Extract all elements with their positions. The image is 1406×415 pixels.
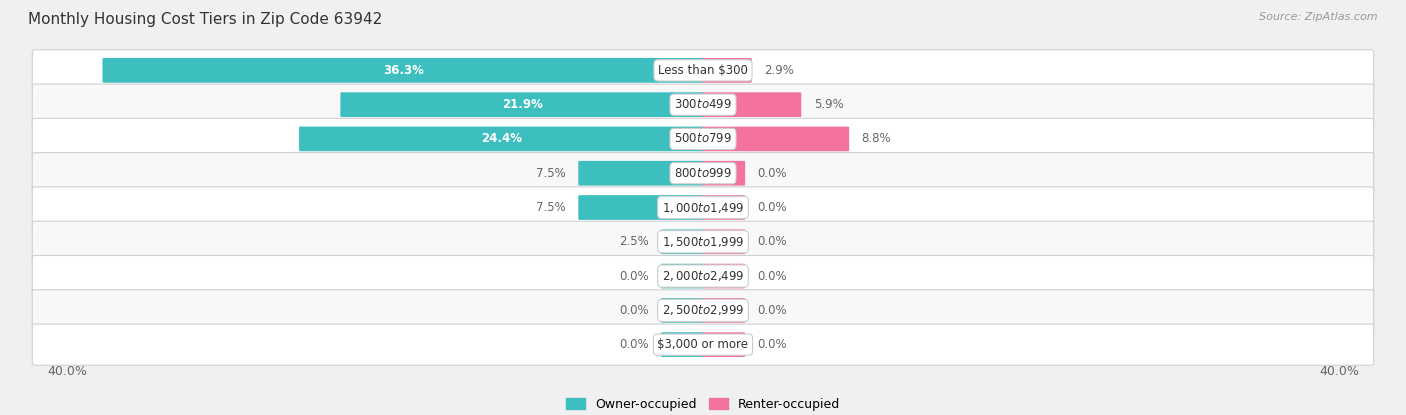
Text: $500 to $799: $500 to $799: [673, 132, 733, 145]
FancyBboxPatch shape: [702, 264, 745, 288]
FancyBboxPatch shape: [702, 161, 745, 186]
FancyBboxPatch shape: [661, 298, 704, 323]
FancyBboxPatch shape: [32, 84, 1374, 125]
Text: 0.0%: 0.0%: [758, 304, 787, 317]
FancyBboxPatch shape: [578, 161, 704, 186]
Text: Less than $300: Less than $300: [658, 64, 748, 77]
Legend: Owner-occupied, Renter-occupied: Owner-occupied, Renter-occupied: [561, 393, 845, 415]
Text: 40.0%: 40.0%: [1319, 364, 1358, 378]
FancyBboxPatch shape: [32, 50, 1374, 91]
Text: 21.9%: 21.9%: [502, 98, 543, 111]
Text: 0.0%: 0.0%: [758, 201, 787, 214]
Text: Source: ZipAtlas.com: Source: ZipAtlas.com: [1260, 12, 1378, 22]
FancyBboxPatch shape: [340, 92, 704, 117]
Text: $1,500 to $1,999: $1,500 to $1,999: [662, 235, 744, 249]
FancyBboxPatch shape: [702, 58, 752, 83]
FancyBboxPatch shape: [578, 195, 704, 220]
FancyBboxPatch shape: [32, 118, 1374, 159]
FancyBboxPatch shape: [32, 153, 1374, 194]
FancyBboxPatch shape: [32, 290, 1374, 331]
Text: 0.0%: 0.0%: [758, 338, 787, 351]
Text: 5.9%: 5.9%: [814, 98, 844, 111]
FancyBboxPatch shape: [103, 58, 704, 83]
Text: 8.8%: 8.8%: [862, 132, 891, 145]
FancyBboxPatch shape: [661, 264, 704, 288]
Text: 0.0%: 0.0%: [619, 338, 648, 351]
FancyBboxPatch shape: [702, 229, 745, 254]
FancyBboxPatch shape: [702, 127, 849, 151]
Text: $800 to $999: $800 to $999: [673, 167, 733, 180]
Text: $2,000 to $2,499: $2,000 to $2,499: [662, 269, 744, 283]
Text: 40.0%: 40.0%: [48, 364, 87, 378]
Text: 36.3%: 36.3%: [382, 64, 423, 77]
FancyBboxPatch shape: [661, 229, 704, 254]
Text: 0.0%: 0.0%: [758, 235, 787, 248]
FancyBboxPatch shape: [32, 221, 1374, 262]
FancyBboxPatch shape: [702, 298, 745, 323]
Text: 24.4%: 24.4%: [481, 132, 522, 145]
FancyBboxPatch shape: [32, 256, 1374, 297]
FancyBboxPatch shape: [661, 332, 704, 357]
FancyBboxPatch shape: [702, 332, 745, 357]
Text: 2.9%: 2.9%: [763, 64, 794, 77]
Text: $2,500 to $2,999: $2,500 to $2,999: [662, 303, 744, 317]
FancyBboxPatch shape: [299, 127, 704, 151]
Text: 2.5%: 2.5%: [619, 235, 648, 248]
FancyBboxPatch shape: [32, 324, 1374, 365]
Text: Monthly Housing Cost Tiers in Zip Code 63942: Monthly Housing Cost Tiers in Zip Code 6…: [28, 12, 382, 27]
FancyBboxPatch shape: [702, 195, 745, 220]
Text: 0.0%: 0.0%: [619, 270, 648, 283]
Text: $300 to $499: $300 to $499: [673, 98, 733, 111]
Text: 7.5%: 7.5%: [536, 201, 565, 214]
Text: $3,000 or more: $3,000 or more: [658, 338, 748, 351]
Text: $1,000 to $1,499: $1,000 to $1,499: [662, 200, 744, 215]
FancyBboxPatch shape: [702, 92, 801, 117]
Text: 0.0%: 0.0%: [758, 270, 787, 283]
Text: 7.5%: 7.5%: [536, 167, 565, 180]
Text: 0.0%: 0.0%: [619, 304, 648, 317]
Text: 0.0%: 0.0%: [758, 167, 787, 180]
FancyBboxPatch shape: [32, 187, 1374, 228]
